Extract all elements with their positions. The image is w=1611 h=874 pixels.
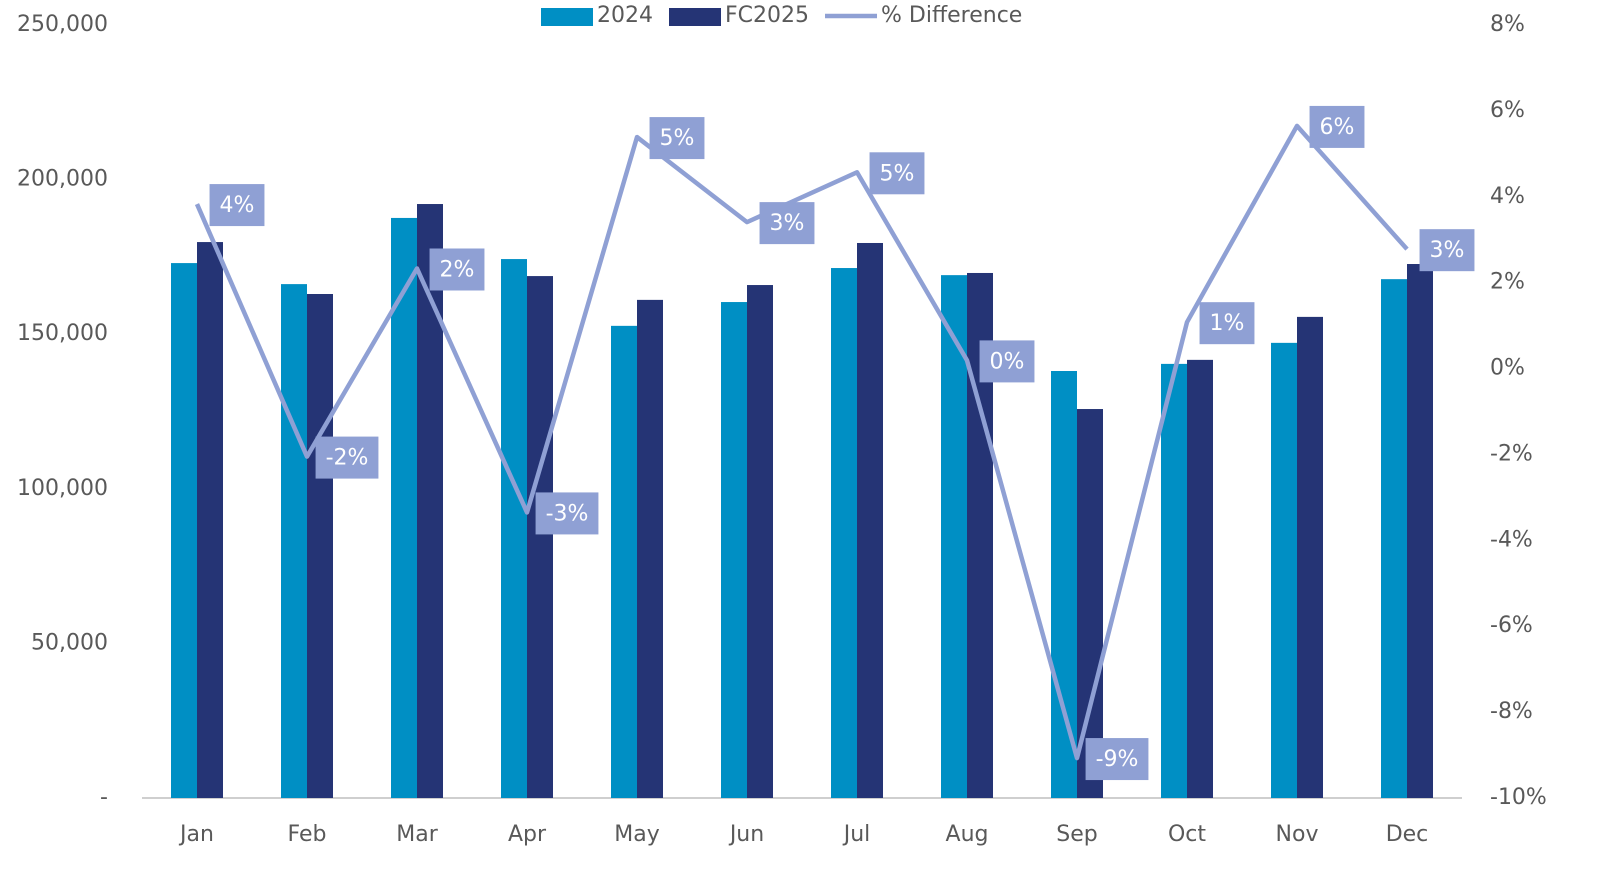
- y-tick-label: 50,000: [31, 630, 108, 655]
- x-tick-label: Aug: [946, 822, 989, 847]
- bar: [1051, 370, 1077, 798]
- y-tick-label: -: [100, 785, 108, 810]
- legend-swatch: [669, 8, 721, 26]
- legend-label: 2024: [597, 3, 653, 28]
- legend-label: % Difference: [881, 3, 1022, 28]
- data-label: -9%: [1096, 747, 1139, 772]
- data-label: -3%: [546, 501, 589, 526]
- bar: [281, 284, 307, 798]
- data-label-bg: [1085, 738, 1149, 781]
- bar: [307, 294, 333, 798]
- data-label-bg: [1309, 105, 1365, 148]
- bar: [171, 263, 197, 799]
- line: [194, 123, 1409, 761]
- x-tick-label: Nov: [1276, 822, 1319, 847]
- y2-tick-label: 0%: [1490, 356, 1525, 381]
- bar: [1161, 363, 1187, 798]
- bar: [637, 299, 663, 798]
- y2-tick-label: 6%: [1490, 98, 1525, 123]
- bar: [1187, 359, 1213, 798]
- bar: [1271, 342, 1297, 798]
- x-tick-label: Dec: [1386, 822, 1429, 847]
- y-tick-label: 200,000: [17, 167, 108, 192]
- bar: [857, 242, 883, 799]
- bar: [1407, 264, 1433, 798]
- data-label: 0%: [990, 349, 1025, 374]
- data-label: 3%: [1430, 238, 1465, 263]
- x-tick-label: Oct: [1168, 822, 1206, 847]
- bar: [611, 325, 637, 798]
- data-label: 1%: [1210, 311, 1245, 336]
- bar: [527, 276, 553, 798]
- bar: [721, 302, 747, 798]
- x-tick-label: May: [614, 822, 659, 847]
- y2-tick-label: 2%: [1490, 270, 1525, 295]
- x-tick-label: Mar: [396, 822, 438, 847]
- bar: [391, 217, 417, 798]
- x-tick-label: Jan: [178, 822, 214, 847]
- y2-tick-label: -2%: [1490, 441, 1533, 466]
- x-tick-label: Sep: [1056, 822, 1097, 847]
- y2-tick-label: -10%: [1490, 785, 1547, 810]
- data-label-bg: [209, 184, 265, 227]
- y2-tick-label: -8%: [1490, 699, 1533, 724]
- bar: [1381, 279, 1407, 798]
- data-label: 6%: [1320, 115, 1355, 140]
- y2-tick-label: 8%: [1490, 12, 1525, 37]
- data-label: 2%: [440, 257, 475, 282]
- data-label: 5%: [660, 126, 695, 151]
- y-tick-label: 150,000: [17, 321, 108, 346]
- bar: [1297, 316, 1323, 798]
- bar: [941, 275, 967, 798]
- legend-swatch: [541, 8, 593, 26]
- data-label: -2%: [326, 446, 369, 471]
- bar: [417, 204, 443, 798]
- x-tick-label: Apr: [508, 822, 547, 847]
- data-label-bg: [649, 117, 705, 160]
- data-label-bg: [1199, 302, 1255, 345]
- data-label-bg: [979, 340, 1035, 383]
- data-label-bg: [535, 492, 599, 535]
- data-label: 5%: [880, 161, 915, 186]
- data-label-bg: [315, 436, 379, 479]
- data-label: 3%: [770, 211, 805, 236]
- bar: [831, 268, 857, 798]
- data-label-bg: [869, 152, 925, 195]
- bar: [501, 259, 527, 798]
- data-label-bg: [429, 248, 485, 291]
- bar: [197, 242, 223, 798]
- y-tick-label: 100,000: [17, 476, 108, 501]
- x-tick-label: Jul: [842, 822, 871, 847]
- data-label-bg: [1419, 229, 1475, 272]
- y2-tick-label: -6%: [1490, 613, 1533, 638]
- data-label-bg: [759, 202, 815, 245]
- data-label: 4%: [220, 193, 255, 218]
- x-tick-label: Feb: [288, 822, 327, 847]
- y2-tick-label: -4%: [1490, 527, 1533, 552]
- x-tick-label: Jun: [728, 822, 764, 847]
- y-tick-label: 250,000: [17, 12, 108, 37]
- y2-tick-label: 4%: [1490, 184, 1525, 209]
- bar: [747, 285, 773, 798]
- legend-label: FC2025: [725, 3, 809, 28]
